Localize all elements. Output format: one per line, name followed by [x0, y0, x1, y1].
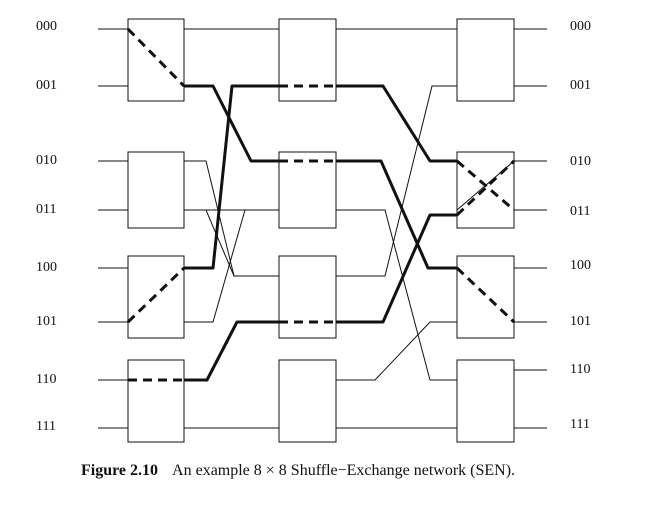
link-s2-4: [336, 85, 457, 277]
input-label-111: 111: [36, 419, 56, 434]
output-label-110: 110: [570, 362, 591, 377]
input-label-100: 100: [36, 260, 57, 275]
output-label-100: 100: [570, 258, 591, 273]
path-c-link-2: [336, 213, 457, 324]
switch-box-s2-3: [278, 359, 337, 443]
switch-box-s2-1: [278, 151, 337, 229]
switch-boxes: [127, 18, 515, 443]
highlighted-paths: [126, 27, 516, 382]
path-b-internal-s1: [126, 266, 186, 324]
switch-box-s3-2: [456, 255, 515, 339]
input-label-101: 101: [36, 314, 57, 329]
output-label-000: 000: [570, 19, 591, 34]
switch-box-s1-3: [127, 359, 185, 443]
path-b-internal-s3: [456, 159, 515, 212]
input-label-001: 001: [36, 78, 57, 93]
link-s2-6: [336, 321, 457, 381]
link-s2-3: [336, 209, 457, 381]
output-label-101: 101: [570, 314, 591, 329]
path-a-internal-s3: [455, 266, 516, 324]
switch-box-s3-1: [456, 151, 515, 229]
input-label-010: 010: [36, 153, 57, 168]
caption-text: An example 8 × 8 Shuffle−Exchange networ…: [172, 462, 516, 479]
figure-number: Figure 2.10: [81, 462, 159, 479]
path-c-link-1: [184, 320, 279, 382]
output-label-111: 111: [570, 417, 590, 432]
switch-box-s2-2: [278, 255, 337, 339]
path-a-link-1: [184, 84, 279, 163]
thin-links: [98, 28, 547, 429]
switch-box-s2-0: [278, 18, 337, 102]
path-c-internal-s3: [455, 159, 516, 217]
switch-box-s1-0: [127, 18, 185, 102]
path-b-link-2: [336, 84, 457, 163]
switch-box-s1-1: [127, 151, 185, 229]
input-label-011: 011: [36, 202, 57, 217]
switch-box-s3-3: [456, 359, 515, 443]
input-label-000: 000: [36, 19, 57, 34]
link-s1-5: [184, 209, 279, 323]
output-label-011: 011: [570, 204, 591, 219]
path-a-link-2: [336, 159, 457, 270]
output-label-001: 001: [570, 78, 591, 93]
figure-caption: Figure 2.10 An example 8 × 8 Shuffle−Exch…: [81, 462, 515, 480]
input-label-110: 110: [36, 372, 57, 387]
path-a-internal-s1: [126, 27, 186, 88]
switch-box-s3-0: [456, 18, 515, 102]
output-label-010: 010: [570, 154, 591, 169]
path-b-link-1: [184, 84, 279, 270]
